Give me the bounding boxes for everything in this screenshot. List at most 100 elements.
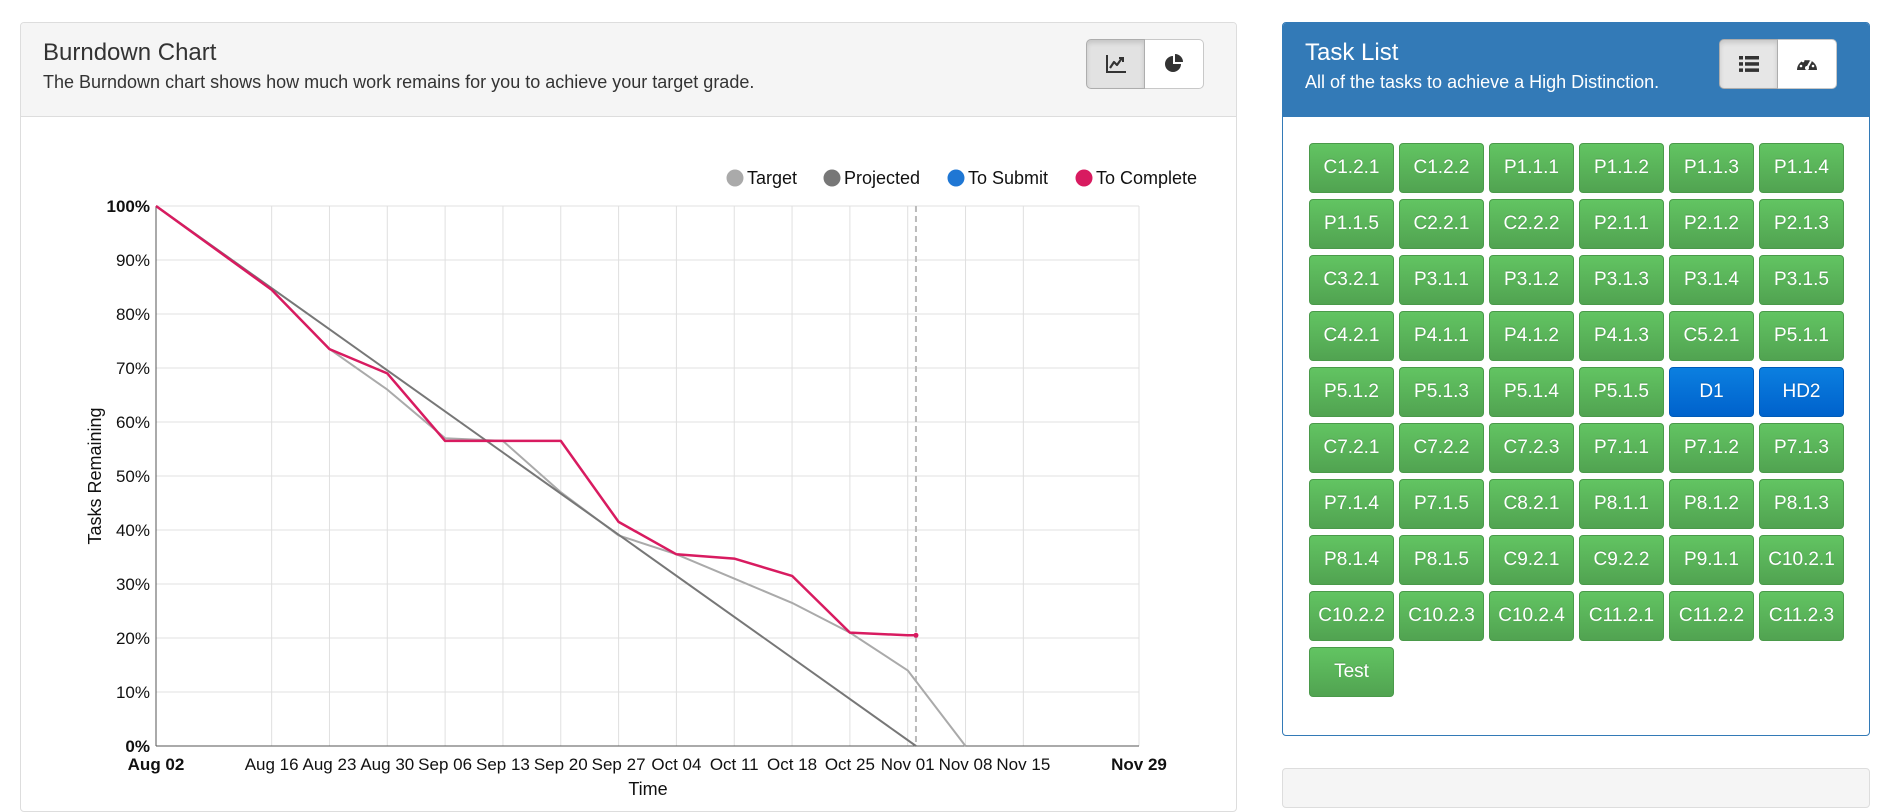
task-button[interactable]: P7.1.5 [1399, 479, 1484, 529]
task-button[interactable]: P7.1.2 [1669, 423, 1754, 473]
task-button[interactable]: C5.2.1 [1669, 311, 1754, 361]
chart-axes: 0% 10% 20% 30% 40% 50% 60% 70% 80% 90% 100% Aug 02 A… [85, 197, 1167, 799]
task-button[interactable]: C11.2.1 [1579, 591, 1664, 641]
pie-chart-icon [1165, 54, 1183, 72]
legend-marker [947, 169, 965, 187]
task-button[interactable]: C3.2.1 [1309, 255, 1394, 305]
task-button[interactable]: D1 [1669, 367, 1754, 417]
task-list-subtitle: All of the tasks to achieve a High Disti… [1305, 72, 1660, 92]
y-tick-label: 90% [116, 251, 150, 270]
task-button[interactable]: P3.1.5 [1759, 255, 1844, 305]
task-button[interactable]: Test [1309, 647, 1394, 697]
task-button[interactable]: C10.2.2 [1309, 591, 1394, 641]
task-button[interactable]: P2.1.2 [1669, 199, 1754, 249]
task-button[interactable]: P1.1.2 [1579, 143, 1664, 193]
legend-label: To Complete [1096, 168, 1197, 188]
burndown-panel: Burndown Chart The Burndown chart shows … [20, 22, 1237, 812]
task-button[interactable]: P8.1.4 [1309, 535, 1394, 585]
task-button[interactable]: P1.1.5 [1309, 199, 1394, 249]
task-button[interactable]: P4.1.2 [1489, 311, 1574, 361]
legend-marker [1075, 169, 1093, 187]
task-button[interactable]: C7.2.2 [1399, 423, 1484, 473]
task-button[interactable]: C7.2.3 [1489, 423, 1574, 473]
task-button[interactable]: P3.1.1 [1399, 255, 1484, 305]
task-button[interactable]: P3.1.2 [1489, 255, 1574, 305]
task-button[interactable]: P5.1.5 [1579, 367, 1664, 417]
y-tick-label: 0% [125, 737, 150, 756]
list-icon [1738, 56, 1759, 72]
task-button[interactable]: P2.1.1 [1579, 199, 1664, 249]
task-button[interactable]: P3.1.4 [1669, 255, 1754, 305]
task-list-header: Task List All of the tasks to achieve a … [1283, 23, 1869, 117]
task-button[interactable]: P5.1.3 [1399, 367, 1484, 417]
x-axis-title: Time [628, 779, 667, 799]
task-button[interactable]: P3.1.3 [1579, 255, 1664, 305]
y-tick-label: 50% [116, 467, 150, 486]
chart-svg: 0% 10% 20% 30% 40% 50% 60% 70% 80% 90% 100% Aug 02 A… [85, 168, 1197, 799]
y-tick-label: 20% [116, 629, 150, 648]
task-button[interactable]: C9.2.1 [1489, 535, 1574, 585]
dashboard-view-button[interactable] [1778, 39, 1837, 89]
y-tick-label: 10% [116, 683, 150, 702]
task-button[interactable]: P8.1.3 [1759, 479, 1844, 529]
task-button[interactable]: P5.1.4 [1489, 367, 1574, 417]
y-tick-label: 30% [116, 575, 150, 594]
y-tick-label: 80% [116, 305, 150, 324]
x-tick-label: Nov 01 [881, 755, 935, 774]
series-line-projected [155, 205, 917, 747]
series-line-to-complete [155, 204, 916, 637]
task-button[interactable]: P7.1.3 [1759, 423, 1844, 473]
task-button[interactable]: P8.1.5 [1399, 535, 1484, 585]
burndown-subtitle: The Burndown chart shows how much work r… [43, 72, 755, 92]
line-chart-icon [1105, 55, 1126, 73]
task-button[interactable]: C1.2.2 [1399, 143, 1484, 193]
task-list-panel: Task List All of the tasks to achieve a … [1282, 22, 1870, 736]
task-button[interactable]: C9.2.2 [1579, 535, 1664, 585]
x-tick-label: Oct 04 [651, 755, 701, 774]
task-button[interactable]: P2.1.3 [1759, 199, 1844, 249]
task-button[interactable]: P8.1.1 [1579, 479, 1664, 529]
task-button[interactable]: C11.2.3 [1759, 591, 1844, 641]
x-tick-label: Sep 06 [418, 755, 472, 774]
pie-chart-button[interactable] [1145, 39, 1204, 89]
task-button[interactable]: C11.2.2 [1669, 591, 1754, 641]
x-tick-label: Aug 16 [245, 755, 299, 774]
task-button[interactable]: C2.2.1 [1399, 199, 1484, 249]
burndown-chart: 0% 10% 20% 30% 40% 50% 60% 70% 80% 90% 100% Aug 02 A… [21, 118, 1236, 811]
x-tick-label: Aug 23 [303, 755, 357, 774]
burndown-header: Burndown Chart The Burndown chart shows … [21, 23, 1236, 117]
task-button[interactable]: C10.2.4 [1489, 591, 1574, 641]
task-button[interactable]: P1.1.3 [1669, 143, 1754, 193]
task-button[interactable]: P1.1.1 [1489, 143, 1574, 193]
task-button[interactable]: P1.1.4 [1759, 143, 1844, 193]
task-view-toggle [1719, 39, 1837, 89]
chart-grid [155, 205, 1140, 747]
task-button[interactable]: P7.1.4 [1309, 479, 1394, 529]
task-button[interactable]: P9.1.1 [1669, 535, 1754, 585]
x-tick-label: Nov 08 [939, 755, 993, 774]
task-button[interactable]: HD2 [1759, 367, 1844, 417]
task-button[interactable]: P4.1.1 [1399, 311, 1484, 361]
task-button[interactable]: C7.2.1 [1309, 423, 1394, 473]
list-view-button[interactable] [1719, 39, 1778, 89]
task-button[interactable]: C2.2.2 [1489, 199, 1574, 249]
task-button[interactable]: C10.2.3 [1399, 591, 1484, 641]
task-button[interactable]: C1.2.1 [1309, 143, 1394, 193]
x-tick-label: Oct 11 [710, 755, 759, 774]
y-tick-label: 100% [107, 197, 150, 216]
task-button[interactable]: P7.1.1 [1579, 423, 1664, 473]
legend-label: Projected [844, 168, 920, 188]
task-button[interactable]: P8.1.2 [1669, 479, 1754, 529]
task-button[interactable]: C8.2.1 [1489, 479, 1574, 529]
x-tick-label: Oct 18 [767, 755, 817, 774]
task-button[interactable]: C10.2.1 [1759, 535, 1844, 585]
legend-label: Target [747, 168, 797, 188]
task-button[interactable]: P4.1.3 [1579, 311, 1664, 361]
line-chart-button[interactable] [1086, 39, 1145, 89]
legend-marker [823, 169, 841, 187]
task-button[interactable]: P5.1.2 [1309, 367, 1394, 417]
to-complete-endpoint [913, 632, 919, 638]
task-button[interactable]: P5.1.1 [1759, 311, 1844, 361]
task-button[interactable]: C4.2.1 [1309, 311, 1394, 361]
x-tick-label: Sep 20 [534, 755, 588, 774]
